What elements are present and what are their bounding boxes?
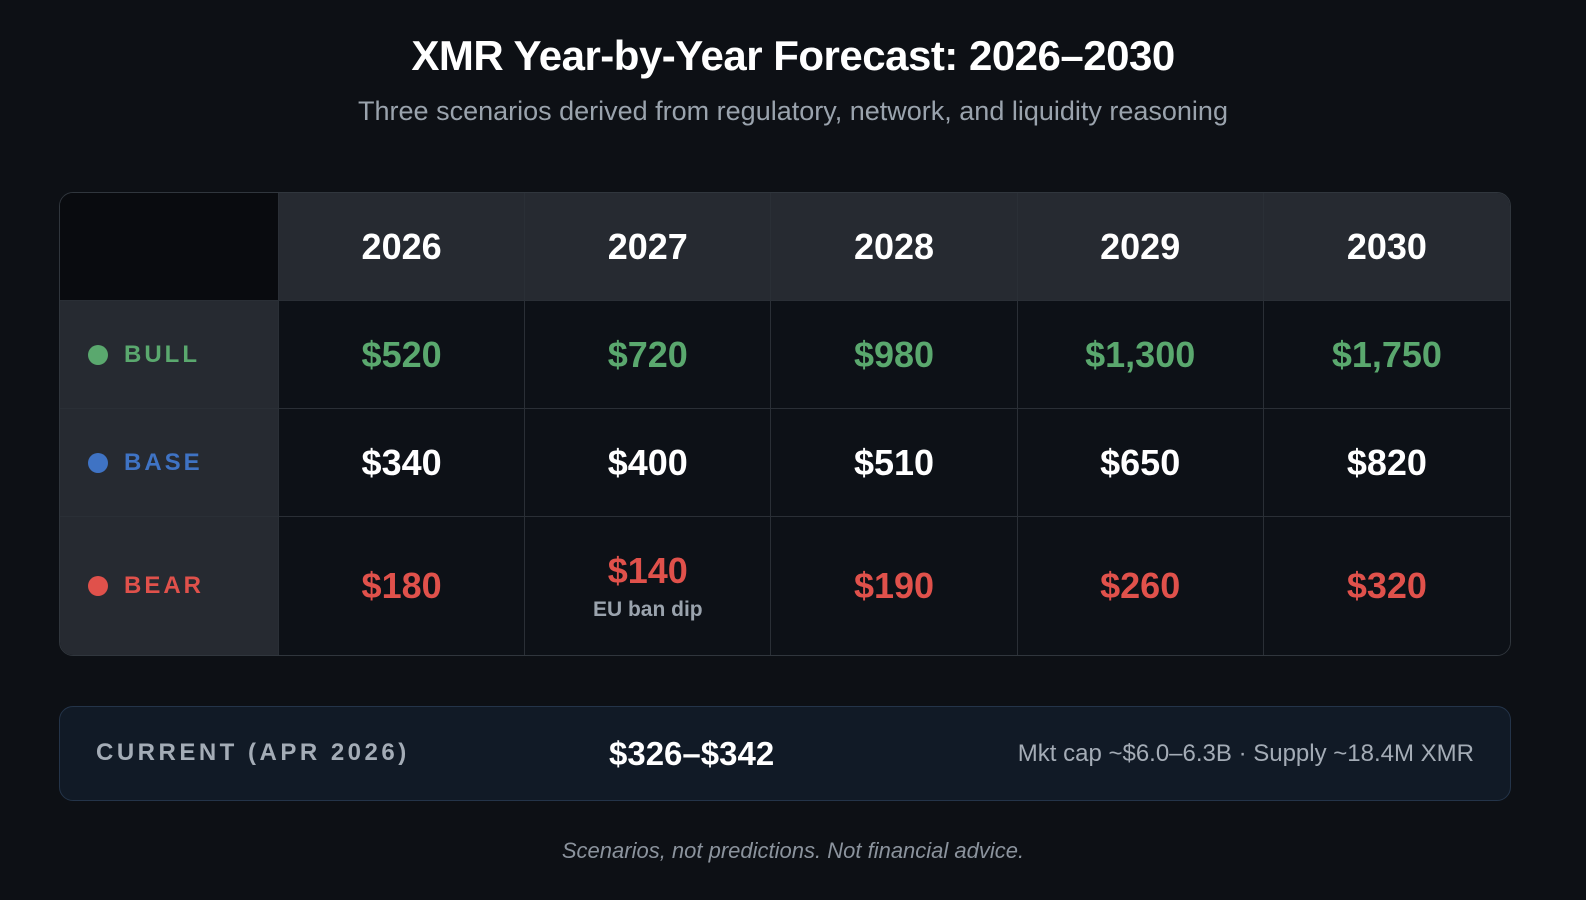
- price-value: $650: [1100, 441, 1181, 483]
- current-label: CURRENT (APR 2026): [96, 739, 410, 766]
- price-value: $260: [1100, 565, 1181, 606]
- year-header: 2026: [279, 193, 526, 301]
- price-value: $340: [361, 441, 442, 483]
- price-value: $820: [1346, 441, 1427, 483]
- value-cell: $190: [771, 517, 1018, 655]
- disclaimer: Scenarios, not predictions. Not financia…: [561, 838, 1025, 863]
- value-cell: $820: [1263, 409, 1510, 517]
- price-value: $520: [361, 333, 442, 375]
- current-price: $326–$342: [609, 735, 775, 772]
- value-cell: $260: [1017, 517, 1264, 655]
- price-value: $400: [607, 441, 688, 483]
- scenario-dot: [88, 452, 108, 473]
- value-cell: $520: [279, 301, 526, 409]
- scenario-label: BULL: [124, 340, 200, 368]
- current-details: Mkt cap ~$6.0–6.3B · Supply ~18.4M XMR: [1017, 740, 1474, 767]
- price-value: $980: [853, 333, 935, 375]
- value-cell: $140 EU ban dip: [525, 517, 772, 655]
- value-cell: $720: [525, 301, 772, 409]
- price-value: $180: [361, 565, 442, 606]
- value-cell: $510: [771, 409, 1018, 517]
- year-header: 2028: [771, 193, 1018, 301]
- price-value: $140: [607, 550, 688, 591]
- price-value: $1,750: [1331, 333, 1442, 375]
- value-cell: $650: [1017, 409, 1264, 517]
- title: XMR Year-by-Year Forecast: 2026–2030: [411, 32, 1175, 79]
- price-value: $510: [853, 441, 935, 483]
- cell-note: EU ban dip: [592, 598, 703, 621]
- scenario-label: BEAR: [124, 572, 205, 599]
- price-value: $720: [607, 333, 688, 375]
- scenario-dot: [88, 344, 108, 365]
- price-value: $1,300: [1085, 333, 1196, 375]
- row-label: BEAR: [60, 517, 279, 655]
- year-header: 2029: [1017, 193, 1264, 301]
- row-label: BULL: [60, 301, 279, 409]
- scenario-label: BASE: [124, 448, 203, 476]
- year-header: 2027: [525, 193, 772, 301]
- value-cell: $180: [279, 517, 526, 655]
- value-cell: $980: [771, 301, 1018, 409]
- subtitle: Three scenarios derived from regulatory,…: [358, 96, 1228, 126]
- forecast-table: 2026 2027 2028 2029 2030 BULL $520 $720 $980 $1,3…: [59, 192, 1511, 656]
- year-header: 2030: [1263, 193, 1510, 301]
- scenario-dot: [88, 576, 108, 596]
- price-value: $190: [853, 565, 935, 606]
- value-cell: $400: [525, 409, 772, 517]
- value-cell: $1,300: [1017, 301, 1264, 409]
- value-cell: $340: [279, 409, 526, 517]
- value-cell: $1,750: [1263, 301, 1510, 409]
- value-cell: $320: [1263, 517, 1510, 655]
- corner-cell: [60, 193, 279, 301]
- price-value: $320: [1346, 565, 1427, 606]
- row-label: BASE: [60, 409, 279, 517]
- current-box: CURRENT (APR 2026) $326–$342 Mkt cap ~$6…: [59, 706, 1511, 801]
